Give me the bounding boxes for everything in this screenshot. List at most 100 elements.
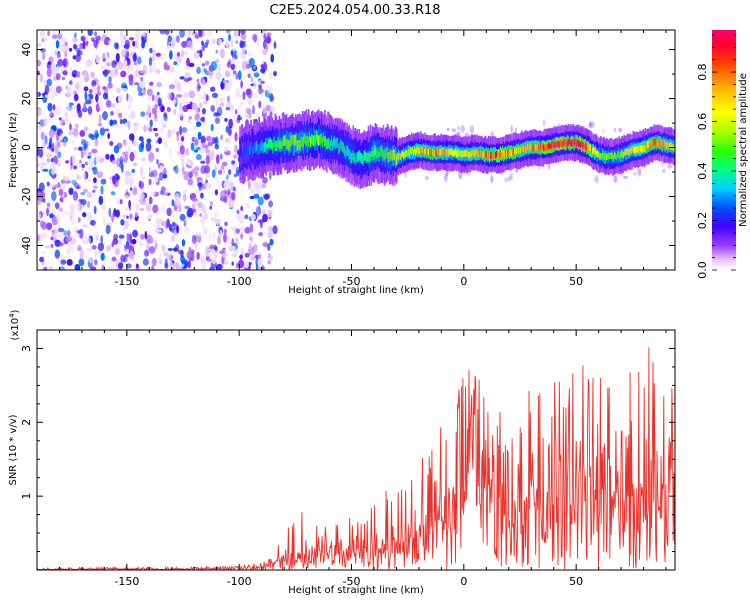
spectrogram-ridge-cell (258, 144, 260, 155)
spectrogram-ridge-cell (375, 147, 378, 159)
spectrogram-noise-cell (206, 182, 209, 187)
spectrogram-noise-cell (126, 65, 131, 73)
spectrogram-noise-cell (181, 239, 186, 247)
spectrogram-noise-cell (220, 134, 223, 140)
spectrogram-noise-cell (148, 166, 152, 174)
spectrogram-noise-cell (141, 176, 146, 181)
spectrogram-noise-cell (174, 164, 179, 175)
spectrogram-ridge-cell (478, 148, 481, 156)
spectrogram-ridge-cell (278, 139, 281, 150)
spectrogram-ridge-cell (609, 152, 611, 160)
spectrogram-noise-cell (176, 81, 182, 92)
spectrogram-noise-cell (219, 250, 225, 255)
spectrogram-ridge-cell (353, 153, 355, 164)
snr-x-axis: -150 -100 -50 0 50 (36, 330, 667, 588)
spectrogram-noise-cell (117, 94, 123, 104)
spectrogram-noise-cell (268, 200, 273, 208)
spectrogram-noise-cell (82, 236, 89, 245)
spectrogram-ridge-cell (535, 144, 537, 151)
spectrogram-noise-cell (56, 213, 61, 223)
spectrogram-noise-cell (50, 236, 54, 241)
spectrogram-noise-cell (235, 109, 238, 115)
spectrogram-noise-cell (54, 145, 59, 154)
spectrogram-ridge-cell (589, 144, 591, 151)
spectrogram-noise-cell (128, 199, 131, 209)
spectrogram-noise-cell (239, 102, 244, 106)
spectrogram-noise-cell (632, 172, 638, 176)
spectrogram-ridge-cell (574, 137, 577, 145)
spectrogram-ridge-cell (450, 148, 453, 155)
spectrogram-ridge-cell (624, 149, 626, 156)
spectrogram-ridge-cell (329, 139, 331, 150)
spectrogram-noise-cell (209, 150, 216, 161)
spectrogram-noise-cell (186, 57, 190, 67)
spectrogram-noise-cell (258, 87, 263, 95)
y-tick-label: 20 (20, 92, 33, 106)
spectrogram-noise-cell (44, 84, 50, 94)
spectrogram-ridge-cell (253, 143, 255, 155)
spectrogram-ridge-cell (457, 149, 460, 156)
spectrogram-noise-cell (77, 217, 81, 223)
spectrogram-ridge-cell (488, 153, 491, 160)
spectrogram-ridge-cell (319, 134, 321, 145)
spectrogram-noise-cell (163, 251, 169, 257)
spectrogram-noise-cell (91, 167, 96, 171)
spectrogram-noise-cell (103, 73, 108, 78)
spectrogram-ridge-cell (578, 140, 581, 147)
spectrogram-ridge-cell (500, 150, 502, 157)
spectrogram-ridge-cell (430, 148, 432, 156)
spectrogram-noise-cell (120, 219, 125, 226)
y-tick-label: 1 (20, 493, 33, 500)
spectrogram-ridge-cell (373, 148, 376, 160)
spectrogram-ridge-cell (584, 143, 587, 150)
spectrogram-ridge-cell (540, 143, 542, 150)
spectrogram-noise-cell (51, 62, 56, 69)
spectrogram-noise-cell (164, 258, 168, 268)
spectrogram-ridge-cell (241, 147, 243, 159)
spectrogram-ridge-cell (510, 149, 512, 156)
colorbar-gradient (712, 30, 736, 270)
spectrogram-noise-cell (187, 260, 191, 269)
spectrogram-ridge-cell (421, 146, 423, 153)
spectrogram-ridge-cell (523, 145, 525, 153)
spectrogram-noise-cell (193, 211, 200, 218)
spectrogram-ridge-cell (586, 142, 589, 150)
spectrogram-ridge-cell (575, 140, 578, 148)
spectrogram-noise-cell (130, 109, 136, 120)
spectrogram-ridge-cell (295, 134, 298, 145)
spectrogram-noise-cell (80, 199, 87, 206)
spectrogram-noise-cell (73, 93, 79, 102)
spectrogram-noise-cell (135, 203, 140, 211)
spectrogram-ridge-cell (255, 142, 257, 153)
spectrogram-noise-cell (209, 248, 215, 253)
spectrogram-noise-cell (167, 247, 173, 252)
spectrogram-noise-cell (230, 40, 235, 47)
spectrogram-noise-cell (262, 40, 267, 49)
spectrogram-ridge-cell (328, 137, 330, 149)
spectrogram-ridge-cell (341, 140, 343, 152)
spectrogram-ridge-cell (606, 153, 608, 161)
spectrogram-noise-cell (662, 168, 666, 173)
spectrogram-noise-cell (120, 70, 127, 78)
spectrogram-ridge-cell (517, 146, 519, 153)
spectrogram-noise-cell (141, 40, 146, 49)
spectrogram-ridge-cell (544, 142, 547, 150)
spectrogram-noise-cell (230, 48, 237, 52)
spectrogram-noise-cell (101, 34, 107, 39)
spectrogram-noise-cell (115, 52, 120, 63)
spectrogram-ridge-cell (664, 140, 667, 148)
spectrogram-noise-cell (235, 228, 240, 234)
spectrogram-noise-cell (164, 30, 170, 35)
spectrogram-ridge-cell (242, 152, 244, 163)
spectrogram-noise-cell (46, 67, 52, 78)
spectrogram-noise-cell (266, 37, 271, 44)
spectrogram-noise-cell (187, 30, 192, 37)
spectrogram-noise-cell (152, 223, 156, 227)
spectrogram-noise-cell (266, 32, 272, 37)
spectrogram-noise-cell (145, 111, 150, 116)
spectrogram-ridge-cell (593, 146, 595, 154)
spectrogram-noise-cell (144, 249, 150, 257)
spectrogram-ridge-cell (320, 134, 322, 145)
spectrogram-ridge-cell (577, 140, 580, 147)
spectrogram-noise-cell (98, 114, 102, 124)
